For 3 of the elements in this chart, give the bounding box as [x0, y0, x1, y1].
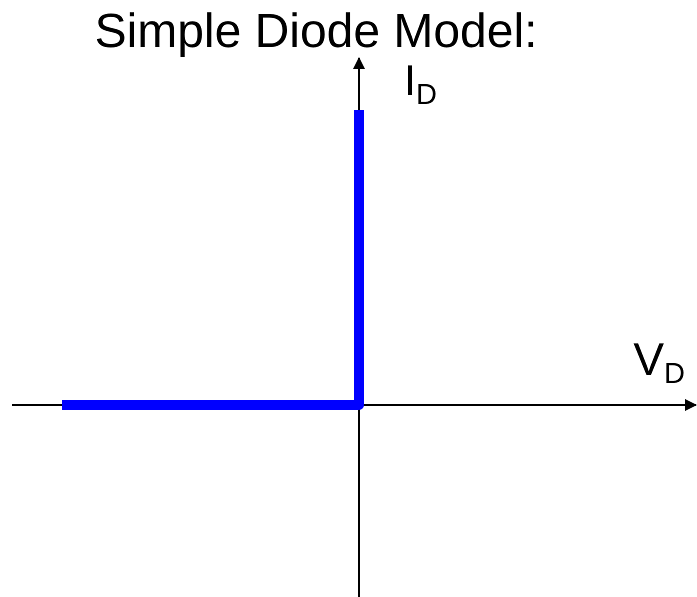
x-axis-title: V$_{D}$ [633, 333, 685, 390]
chart-title: Simple Diode Model: [94, 5, 538, 58]
y-axis-title: I$_{D}$ [404, 57, 437, 111]
